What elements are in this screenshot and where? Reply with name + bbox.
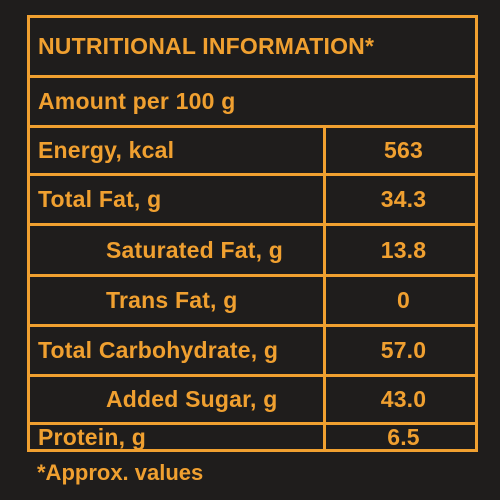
nutrient-value: 6.5 <box>387 423 420 450</box>
nutrient-value: 0 <box>397 287 410 313</box>
table-row-energy: Energy, kcal 563 <box>30 128 475 176</box>
nutrient-value: 43.0 <box>380 386 427 412</box>
nutrient-value: 57.0 <box>380 337 427 363</box>
table-row-added-sugar: Added Sugar, g 43.0 <box>30 377 475 425</box>
table-title-row: NUTRITIONAL INFORMATION* <box>30 18 475 78</box>
table-row-saturated-fat: Saturated Fat, g 13.8 <box>30 226 475 277</box>
footnote: *Approx. values <box>37 460 204 485</box>
nutrient-label: Total Carbohydrate, g <box>30 327 326 374</box>
nutrition-table: NUTRITIONAL INFORMATION* Amount per 100 … <box>27 15 478 452</box>
table-row-total-carbohydrate: Total Carbohydrate, g 57.0 <box>30 327 475 377</box>
serving-row: Amount per 100 g <box>30 78 475 128</box>
nutrient-label: Trans Fat, g <box>30 277 326 324</box>
nutrient-label: Added Sugar, g <box>30 377 326 422</box>
nutrient-label: Energy, kcal <box>30 128 326 173</box>
table-row-protein: Protein, g 6.5 <box>30 423 475 450</box>
nutrient-value: 13.8 <box>380 236 427 263</box>
nutrient-label: Protein, g <box>30 424 326 450</box>
nutrient-label: Saturated Fat, g <box>30 226 326 274</box>
table-row-trans-fat: Trans Fat, g 0 <box>30 277 475 327</box>
nutrient-value: 563 <box>384 137 423 163</box>
table-row-total-fat: Total Fat, g 34.3 <box>30 176 475 226</box>
nutrient-value: 34.3 <box>380 186 427 212</box>
table-title: NUTRITIONAL INFORMATION* <box>38 33 375 59</box>
nutrient-label: Total Fat, g <box>30 176 326 223</box>
serving-size: Amount per 100 g <box>38 88 236 114</box>
